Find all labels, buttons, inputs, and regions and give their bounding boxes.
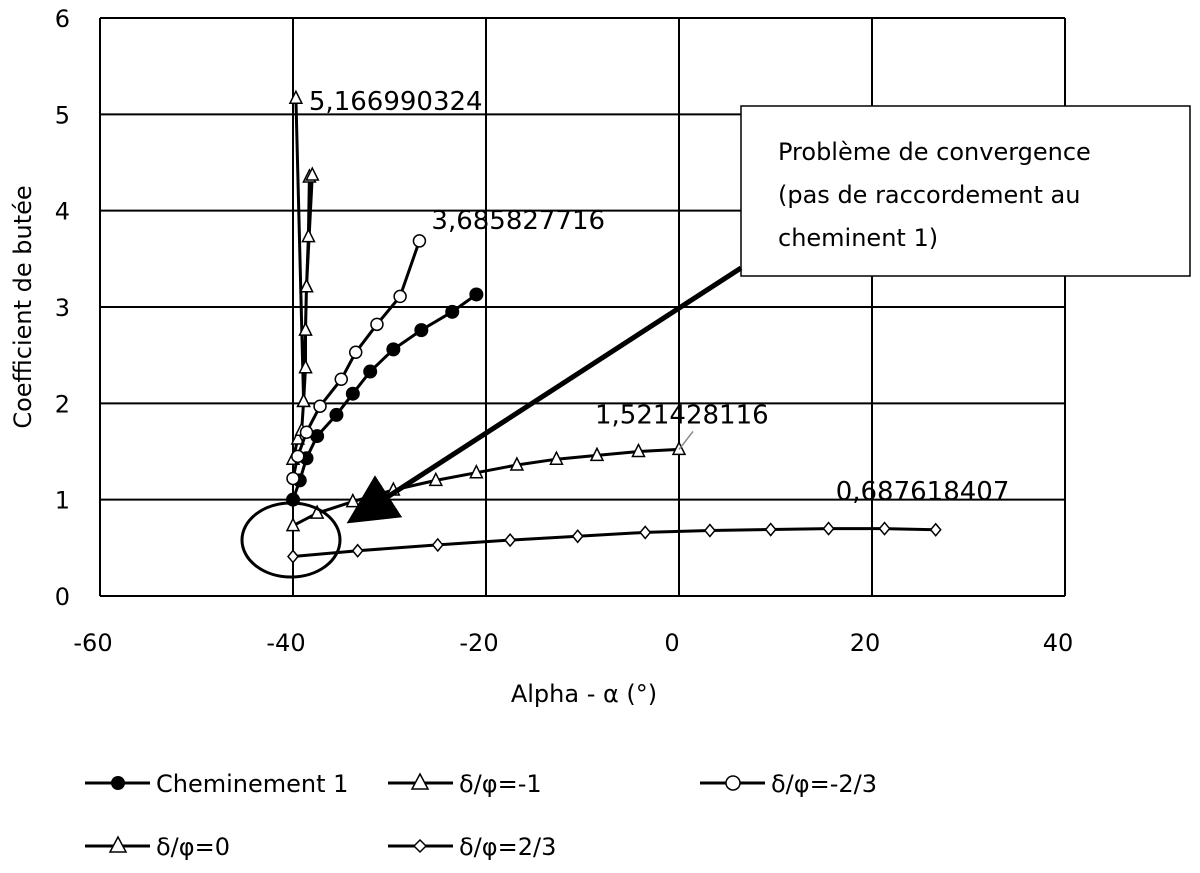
- data-label: 1,521428116: [595, 400, 769, 430]
- data-point: [370, 317, 384, 332]
- legend-marker-open-triangle: [410, 772, 430, 790]
- y-tick-label: 3: [55, 294, 70, 322]
- legend-item-cheminement-1: Cheminement 1: [85, 770, 348, 798]
- data-point: [313, 399, 327, 413]
- y-tick-label: 1: [55, 487, 70, 515]
- series-cheminement-1: [286, 287, 484, 507]
- data-label: 5,166990324: [309, 87, 483, 117]
- data-point: [428, 471, 444, 487]
- data-point: [469, 287, 484, 302]
- data-point: [286, 471, 300, 486]
- legend-marker-open-circle: [725, 775, 741, 791]
- x-tick-label: 20: [850, 629, 881, 657]
- y-tick-label: 2: [55, 390, 70, 418]
- y-tick-label: 0: [55, 583, 70, 611]
- data-point: [301, 227, 316, 243]
- series-line: [291, 293, 478, 501]
- data-point: [363, 364, 378, 379]
- label-layer: 5,166990324 3,685827716 1,521428116 0,68761…: [309, 87, 1009, 507]
- legend-label-delta-phi-0: δ/φ=0: [156, 833, 230, 861]
- legend-label-delta-phi-2-3: δ/φ=2/3: [459, 833, 556, 861]
- data-point: [703, 523, 716, 538]
- data-point: [296, 392, 311, 408]
- x-tick-label: -40: [266, 629, 305, 657]
- data-point: [299, 278, 314, 293]
- data-point: [412, 234, 427, 248]
- legend-item-delta-phi-minus-1: δ/φ=-1: [388, 770, 542, 798]
- data-point: [445, 304, 460, 319]
- series-line: [291, 240, 421, 479]
- annotation-callout: Problème de convergence (pas de raccorde…: [240, 105, 1191, 579]
- legend-item-delta-phi-minus-2-3: δ/φ=-2/3: [700, 770, 877, 798]
- data-point: [414, 323, 429, 338]
- y-tick-label: 4: [55, 198, 70, 226]
- data-point: [305, 166, 320, 181]
- y-tick-label: 5: [55, 101, 70, 129]
- x-tick-label: 40: [1043, 629, 1074, 657]
- convergence-ellipse: [240, 501, 342, 579]
- data-label: 3,685827716: [431, 206, 605, 236]
- data-point: [334, 372, 348, 386]
- data-point: [509, 456, 525, 471]
- data-point: [290, 430, 306, 445]
- series-line: [292, 527, 936, 558]
- legend: Cheminement 1 δ/φ=-1 δ/φ=-2/3 δ/φ=0 δ/φ=: [85, 770, 877, 861]
- legend-label-cheminement-1: Cheminement 1: [156, 770, 348, 798]
- data-point: [288, 89, 304, 104]
- annotation-line-3: cheminent 1): [778, 224, 938, 252]
- data-point: [285, 516, 301, 532]
- grid-layer: [99, 17, 1066, 597]
- x-tick-label: -20: [459, 629, 498, 657]
- data-point: [504, 532, 517, 548]
- data-point: [631, 442, 646, 458]
- legend-marker-filled-circle: [111, 776, 125, 790]
- data-point: [386, 342, 401, 357]
- data-label-leader: [678, 430, 694, 450]
- data-point: [298, 359, 313, 374]
- data-point: [348, 345, 363, 360]
- x-tick-label: -60: [73, 629, 112, 657]
- legend-marker-open-diamond: [412, 838, 428, 854]
- data-label: 0,687618407: [836, 477, 1010, 507]
- x-tick-label: 0: [664, 629, 679, 657]
- legend-label-delta-phi-minus-1: δ/φ=-1: [459, 770, 542, 798]
- legend-marker-open-triangle: [108, 835, 128, 853]
- annotation-arrow: [346, 265, 743, 524]
- data-point: [549, 450, 564, 465]
- annotation-line-1: Problème de convergence: [778, 138, 1091, 166]
- series-layer: [285, 89, 942, 564]
- data-point: [822, 521, 835, 536]
- data-point: [351, 543, 364, 558]
- data-point: [639, 525, 652, 540]
- annotation-box: [740, 105, 1191, 277]
- data-point: [929, 522, 942, 537]
- legend-item-delta-phi-2-3: δ/φ=2/3: [388, 833, 556, 861]
- y-axis-title: Coefficient de butée: [9, 185, 37, 428]
- data-point: [291, 449, 305, 464]
- data-point: [878, 521, 891, 536]
- data-point: [329, 407, 344, 422]
- annotation-line-2: (pas de raccordement au: [778, 181, 1080, 209]
- data-point: [589, 446, 605, 462]
- data-point: [299, 425, 314, 439]
- legend-label-delta-phi-minus-2-3: δ/φ=-2/3: [771, 770, 877, 798]
- data-point: [764, 522, 777, 537]
- x-axis-title: Alpha - α (°): [511, 680, 657, 708]
- data-point: [287, 549, 299, 564]
- data-point: [309, 504, 325, 519]
- data-point: [431, 537, 444, 553]
- data-point: [310, 429, 325, 444]
- legend-item-delta-phi-0: δ/φ=0: [85, 833, 230, 861]
- series-delta-phi-minus-2-3: [286, 234, 427, 486]
- data-point: [571, 529, 584, 544]
- data-point: [298, 321, 313, 336]
- y-tick-label: 6: [55, 5, 70, 33]
- axis-layer: 0 1 2 3 4 5 6 -60 -40 -20 0 20 40: [55, 5, 1074, 657]
- data-point: [345, 386, 360, 401]
- series-delta-phiminus-2-3: [287, 521, 942, 564]
- data-point: [393, 289, 407, 304]
- data-point: [469, 464, 484, 479]
